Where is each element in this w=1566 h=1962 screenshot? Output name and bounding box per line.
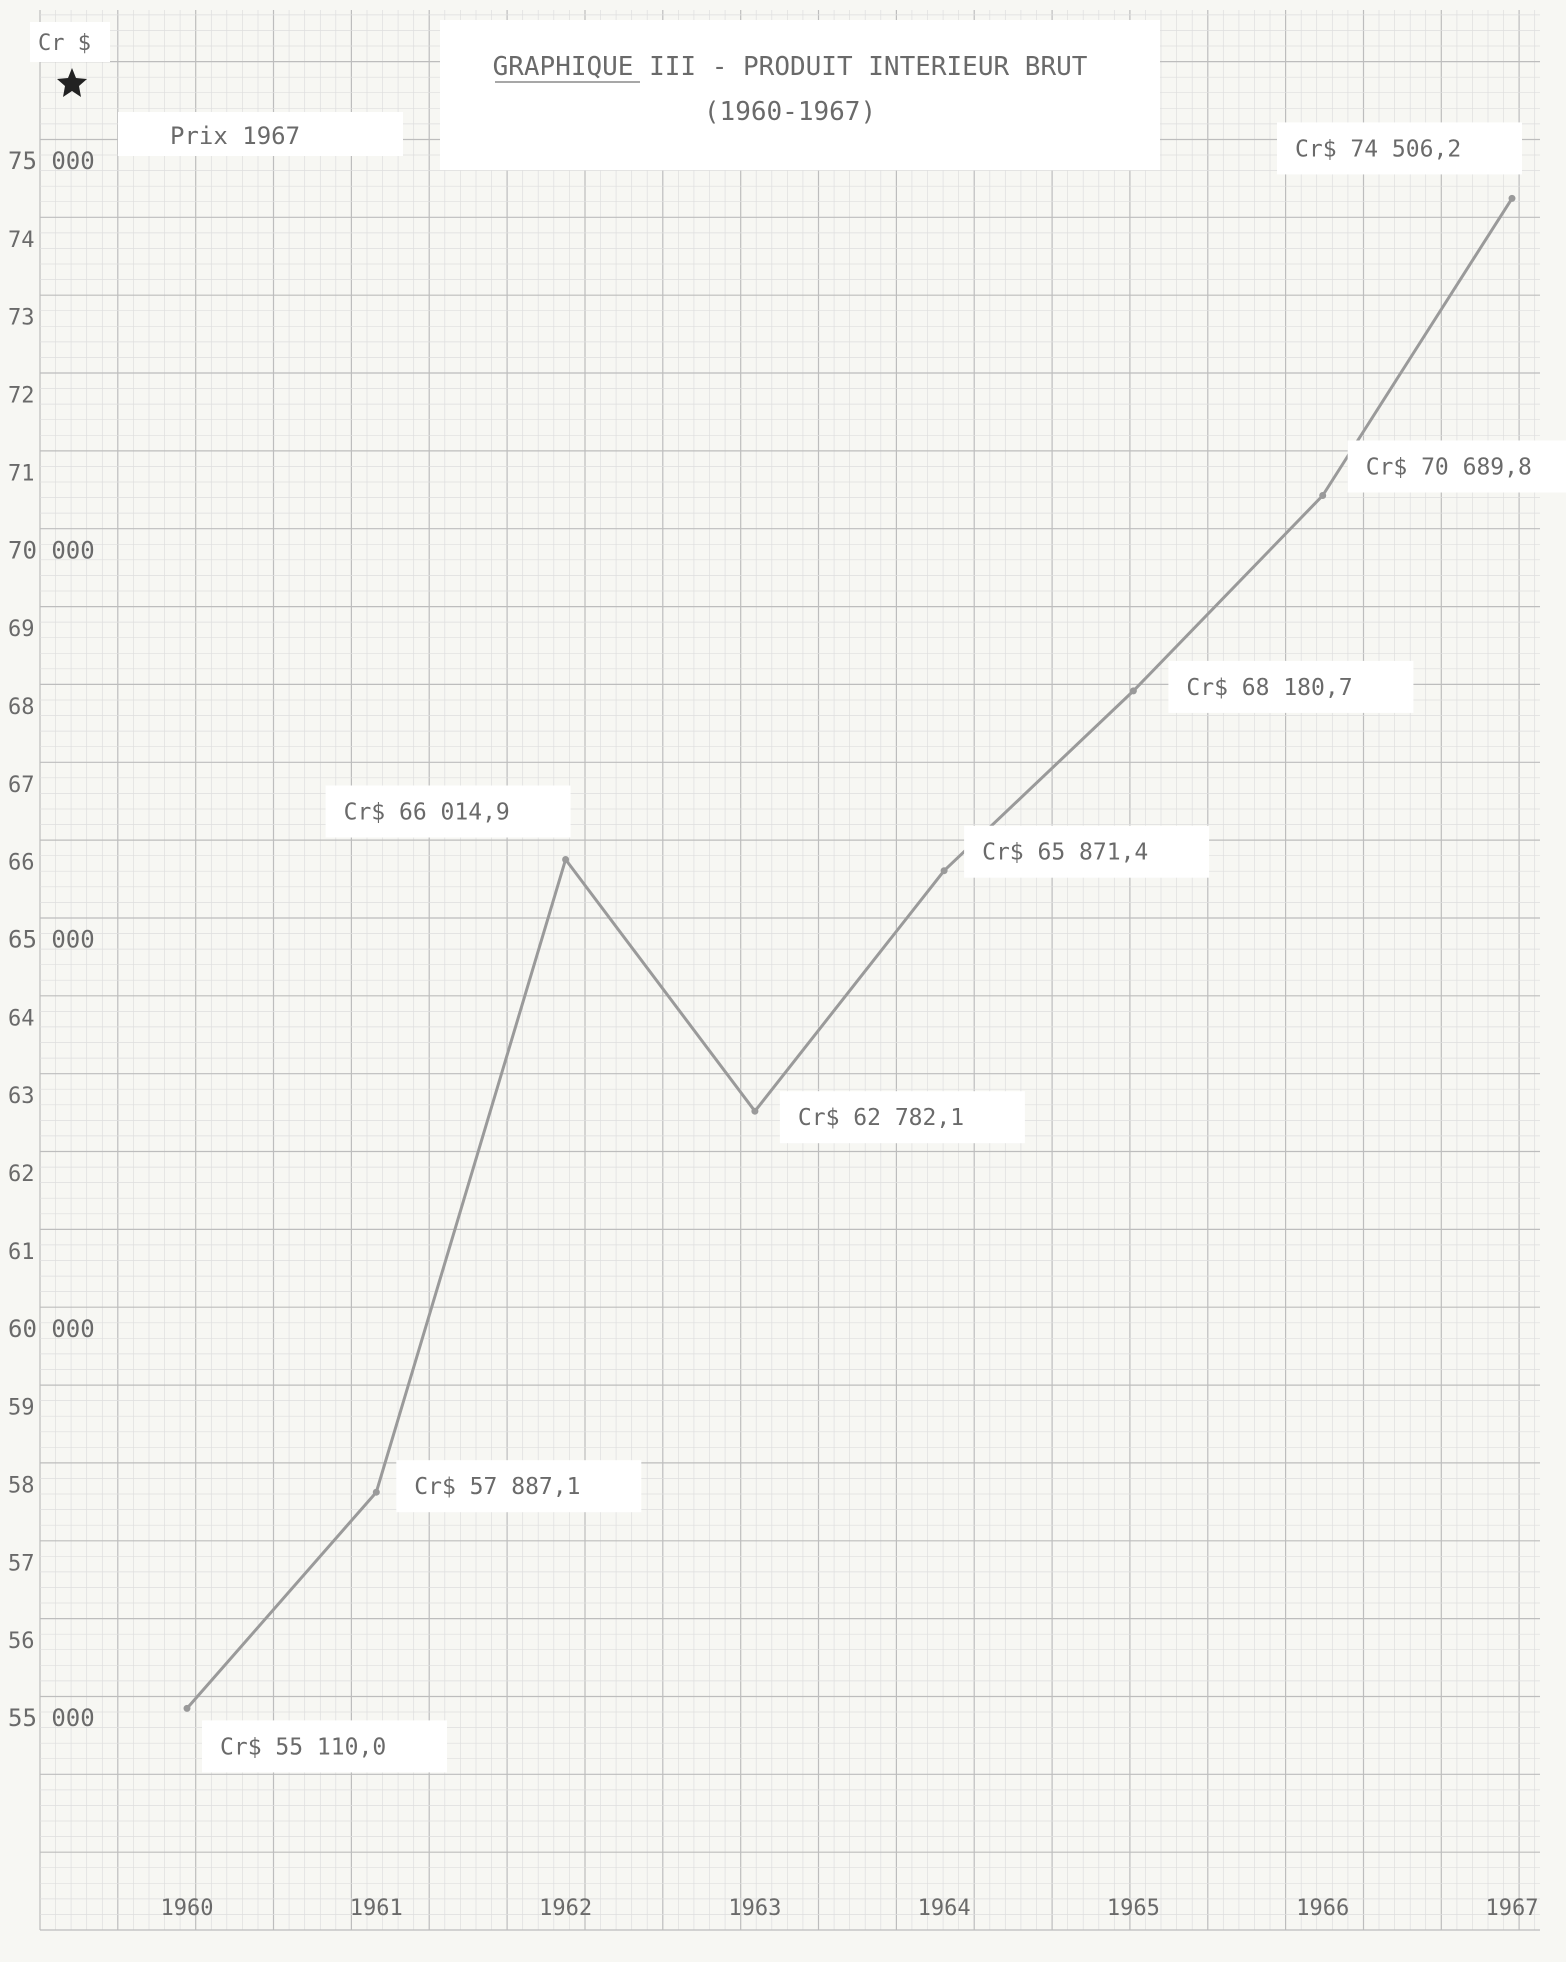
data-point xyxy=(1508,194,1516,202)
x-tick-label: 1964 xyxy=(918,1896,971,1921)
data-label-box xyxy=(1347,440,1566,493)
y-tick-label: 69 xyxy=(8,617,35,642)
series-segment xyxy=(753,869,946,1113)
data-label: Cr$ 66 014,9 xyxy=(344,800,510,826)
data-point xyxy=(940,867,948,875)
data-labels: Cr$ 55 110,0 Cr$ 57 887,1 Cr$ 66 014,9 Cr$ … xyxy=(202,122,1566,1773)
x-tick-label: 1961 xyxy=(350,1896,403,1921)
x-tick-label: 1966 xyxy=(1296,1896,1349,1921)
y-tick-label: 59 xyxy=(8,1396,35,1421)
unit-label: Cr $ xyxy=(38,31,91,56)
y-tick-label: 65 000 xyxy=(8,926,95,954)
series-segment xyxy=(374,858,568,1494)
data-label: Cr$ 68 180,7 xyxy=(1186,675,1352,701)
x-tick-label: 1962 xyxy=(539,1896,592,1921)
y-tick-label: 67 xyxy=(8,773,35,798)
y-tick-label: 64 xyxy=(8,1006,35,1031)
y-tick-label: 73 xyxy=(8,306,35,331)
data-point xyxy=(1319,492,1327,499)
y-tick-label: 72 xyxy=(8,384,35,409)
data-point xyxy=(183,1704,191,1712)
data-point xyxy=(751,1107,759,1115)
data-label-box xyxy=(1168,660,1414,713)
x-tick-label: 1967 xyxy=(1486,1896,1539,1921)
y-tick-label: 62 xyxy=(8,1162,35,1187)
y-tick-label: 63 xyxy=(8,1084,35,1109)
y-tick-label: 60 000 xyxy=(8,1315,95,1343)
unit-backdrop xyxy=(30,22,110,62)
y-tick-label: 55 000 xyxy=(8,1704,95,1732)
data-label: Cr$ 65 871,4 xyxy=(982,840,1148,866)
axes: 55 000 56 57 58 59 60 000 61 62 63 64 65 000 66 67 68… xyxy=(8,147,1538,1921)
x-tick-label: 1963 xyxy=(728,1896,781,1921)
data-label: Cr$ 55 110,0 xyxy=(220,1734,386,1760)
title-block: GRAPHIQUE III - PRODUIT INTERIEUR BRUT (… xyxy=(30,20,1160,170)
price-note: Prix 1967 xyxy=(170,122,300,150)
chart-subtitle: (1960-1967) xyxy=(704,97,876,127)
data-label-box xyxy=(202,1720,447,1773)
data-label-box xyxy=(396,1460,642,1513)
data-label-box xyxy=(1277,122,1522,175)
y-tick-label: 71 xyxy=(8,461,35,486)
data-label-box xyxy=(779,1091,1025,1144)
data-label: Cr$ 70 689,8 xyxy=(1366,455,1532,481)
data-label: Cr$ 74 506,2 xyxy=(1295,136,1461,162)
y-tick-label: 56 xyxy=(8,1629,35,1654)
data-point xyxy=(1129,687,1137,695)
data-point xyxy=(372,1488,380,1496)
title-backdrop xyxy=(440,20,1160,170)
star-mark-icon xyxy=(57,68,87,97)
data-label-box xyxy=(325,785,571,838)
y-tick-label: 61 xyxy=(8,1240,35,1265)
data-label: Cr$ 57 887,1 xyxy=(414,1474,580,1500)
y-tick-label: 58 xyxy=(8,1474,35,1499)
y-tick-label: 68 xyxy=(8,695,35,720)
y-tick-label: 75 000 xyxy=(8,147,95,175)
price-note-backdrop xyxy=(118,112,403,156)
y-tick-label: 66 xyxy=(8,851,35,876)
series-segment xyxy=(1131,494,1325,693)
series-segment xyxy=(185,1490,378,1710)
y-tick-label: 57 xyxy=(8,1551,35,1576)
data-label-box xyxy=(964,825,1210,878)
chart-title: GRAPHIQUE III - PRODUIT INTERIEUR BRUT xyxy=(493,52,1088,82)
x-tick-label: 1965 xyxy=(1107,1896,1160,1921)
data-label: Cr$ 62 782,1 xyxy=(798,1105,964,1131)
x-tick-label: 1960 xyxy=(161,1896,214,1921)
y-tick-label: 70 000 xyxy=(8,536,95,564)
series-segment xyxy=(564,858,757,1113)
data-point xyxy=(562,856,570,863)
y-tick-label: 74 xyxy=(8,228,35,253)
